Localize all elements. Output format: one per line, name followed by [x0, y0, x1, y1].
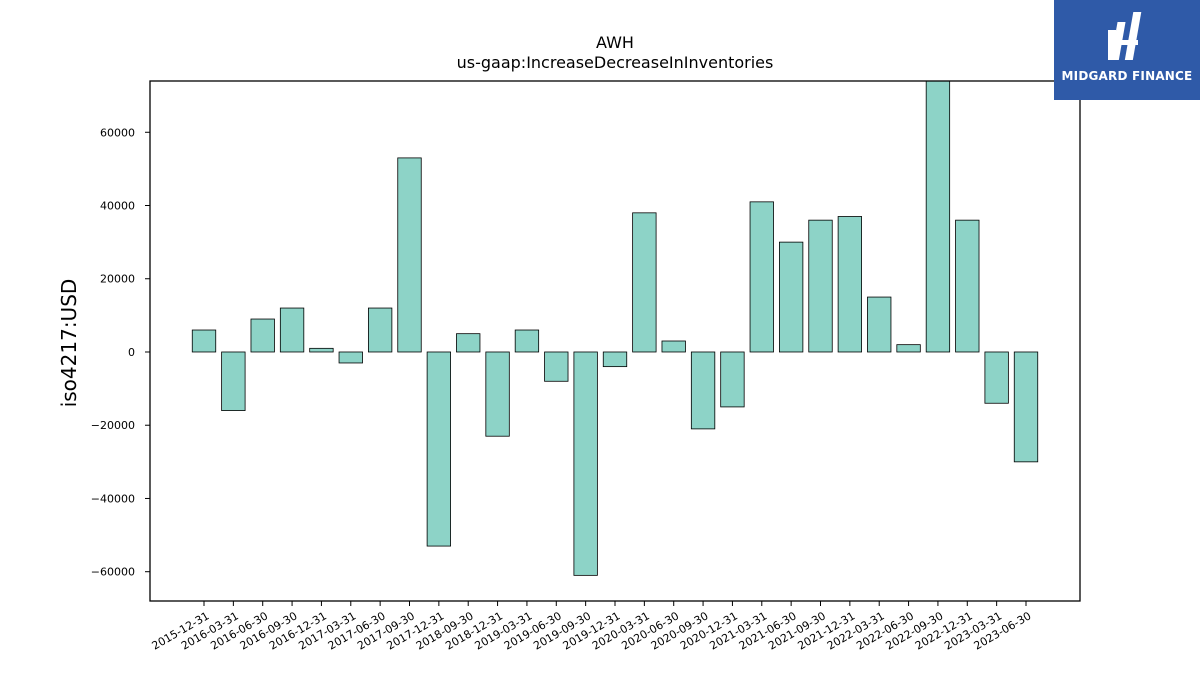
- bar-2021-03-31: [749, 201, 774, 353]
- bars-group: [191, 80, 1039, 576]
- y-tick-label: −40000: [91, 492, 135, 505]
- bar-2021-06-30: [779, 241, 804, 353]
- bar-2015-12-31: [191, 329, 217, 353]
- bar-2017-06-30: [367, 307, 393, 353]
- bar-2022-06-30: [896, 344, 921, 353]
- bar-2016-09-30: [279, 307, 305, 353]
- brand-logo: MIDGARD FINANCE: [1054, 0, 1200, 100]
- x-axis-ticks: 2015-12-312016-03-312016-06-302016-09-30…: [150, 601, 1034, 653]
- bar-2019-09-30: [573, 351, 598, 576]
- bar-2016-06-30: [250, 318, 275, 353]
- bar-2017-03-31: [338, 351, 363, 364]
- bar-2017-12-31: [426, 351, 452, 547]
- bar-2020-03-31: [632, 212, 657, 353]
- plot-frame: [149, 80, 1081, 602]
- bar-2019-06-30: [544, 351, 569, 382]
- bar-2019-03-31: [514, 329, 540, 353]
- bar-2023-03-31: [984, 351, 1009, 404]
- y-tick-label: 60000: [100, 126, 135, 139]
- y-tick-label: −60000: [91, 566, 135, 579]
- bar-2020-06-30: [661, 340, 686, 353]
- y-tick-label: 20000: [100, 273, 135, 286]
- bar-2022-09-30: [925, 80, 951, 353]
- bar-2021-12-31: [837, 216, 862, 353]
- bar-2023-06-30: [1013, 351, 1039, 463]
- chart-subtitle: us-gaap:IncreaseDecreaseInInventories: [457, 53, 774, 72]
- brand-name: MIDGARD FINANCE: [1061, 69, 1193, 83]
- bar-2018-12-31: [485, 351, 510, 437]
- y-tick-label: 0: [128, 346, 135, 359]
- bar-2020-12-31: [720, 351, 745, 408]
- bar-2020-09-30: [690, 351, 716, 430]
- y-axis-ticks: −60000 −40000 −20000 0 20000 40000 60000: [91, 126, 150, 579]
- bar-2021-09-30: [808, 219, 833, 353]
- bar-2016-03-31: [221, 351, 246, 411]
- y-tick-label: −20000: [91, 419, 135, 432]
- brand-mark-icon: [1108, 12, 1142, 60]
- bar-2018-09-30: [456, 333, 481, 353]
- bar-2022-03-31: [867, 296, 892, 353]
- y-tick-label: 40000: [100, 200, 135, 213]
- y-axis-label: iso4217:USD: [57, 279, 81, 408]
- bar-2017-09-30: [397, 157, 422, 353]
- bar-2019-12-31: [602, 351, 628, 368]
- chart-title: AWH: [596, 33, 634, 52]
- bar-2016-12-31: [309, 347, 334, 353]
- bar-2022-12-31: [955, 219, 980, 353]
